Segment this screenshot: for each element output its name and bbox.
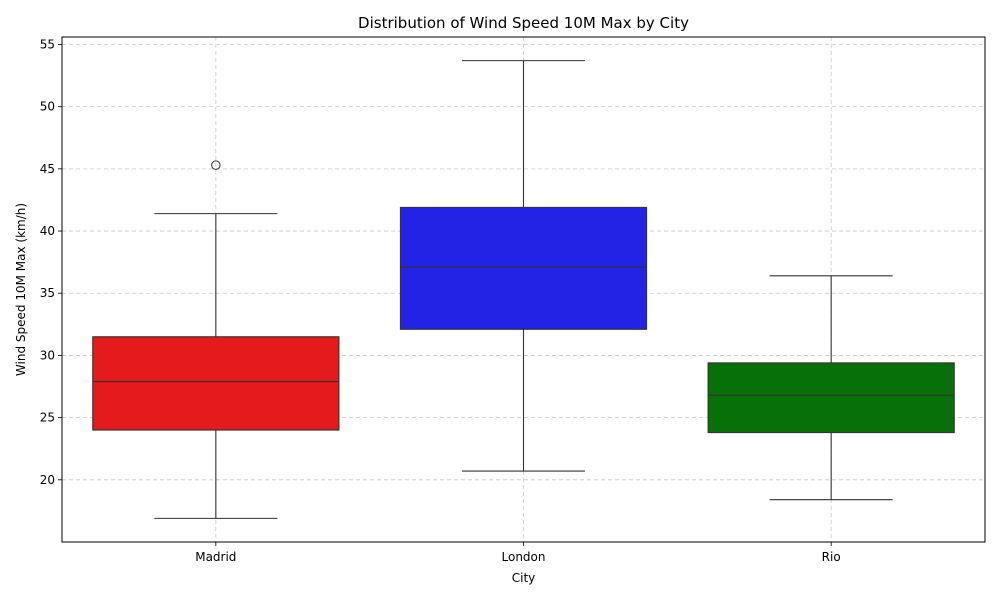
x-tick-label: Rio	[822, 550, 841, 564]
y-tick-label: 55	[40, 37, 55, 51]
box-iqr	[92, 336, 340, 431]
y-axis-label: Wind Speed 10M Max (km/h)	[14, 203, 28, 376]
box-rio	[707, 275, 955, 501]
y-tick-label: 50	[40, 100, 55, 114]
y-tick-label: 25	[40, 411, 55, 425]
chart-title: Distribution of Wind Speed 10M Max by Ci…	[358, 14, 689, 32]
y-tick-label: 40	[40, 224, 55, 238]
box-madrid	[92, 160, 340, 519]
boxes	[92, 60, 955, 519]
x-tick-label: Madrid	[195, 550, 236, 564]
y-tick-label: 20	[40, 473, 55, 487]
y-tick-label: 35	[40, 286, 55, 300]
box-iqr	[707, 362, 955, 434]
x-tick-label: London	[502, 550, 546, 564]
box-london	[399, 60, 648, 472]
y-tick-label: 45	[40, 162, 55, 176]
y-tick-label: 30	[40, 348, 55, 362]
box-iqr	[399, 206, 648, 330]
y-axis: 20 25 30 35 40 45 50 55	[40, 37, 62, 487]
x-axis-label: City	[512, 571, 536, 585]
outlier-point	[211, 160, 221, 170]
x-axis: Madrid London Rio	[195, 542, 841, 564]
